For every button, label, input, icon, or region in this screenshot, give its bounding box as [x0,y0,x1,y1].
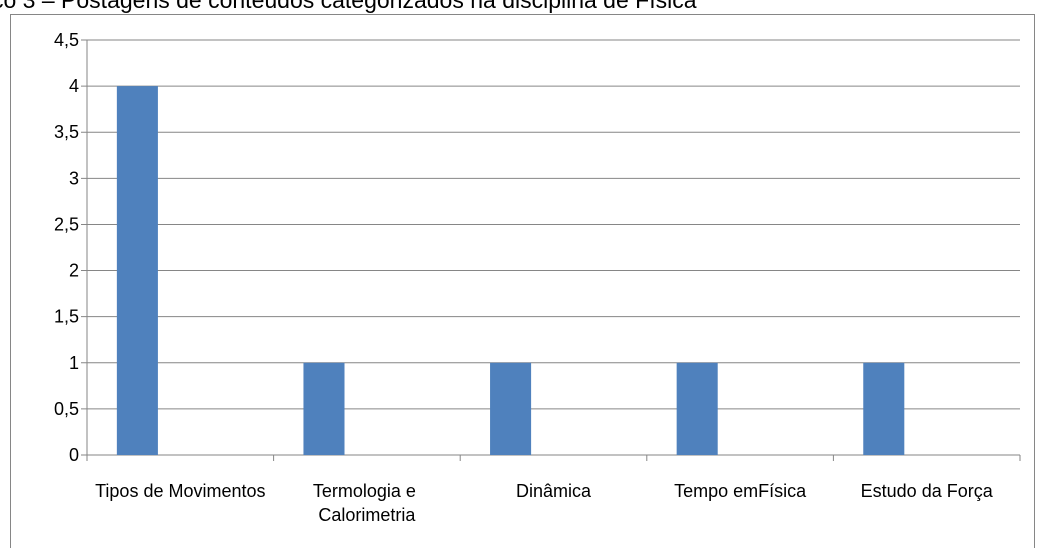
y-tick-label: 4,5 [54,30,79,50]
x-tick-label: Dinâmica [516,481,592,501]
x-tick-label: Tipos de Movimentos [95,481,265,501]
y-tick-label: 4 [69,76,79,96]
y-tick-label: 2,5 [54,214,79,234]
y-tick-label: 1,5 [54,307,79,327]
x-tick-label: Tempo emFísica [674,481,807,501]
chart-frame [10,14,1035,548]
bar [490,362,532,455]
y-tick-label: 2 [69,261,79,281]
bar [303,362,345,455]
chart-title: co 3 – Postagens de conteúdos categoriza… [0,0,697,13]
y-tick-label: 0 [69,445,79,465]
bar [863,362,905,455]
x-tick-label: Termologia e Calorimetria [313,481,421,525]
y-tick-label: 0,5 [54,399,79,419]
bar [676,362,718,455]
bar [116,86,158,455]
x-tick-label: Estudo da Força [861,481,994,501]
y-tick-label: 3,5 [54,122,79,142]
y-tick-label: 3 [69,168,79,188]
y-tick-label: 1 [69,353,79,373]
